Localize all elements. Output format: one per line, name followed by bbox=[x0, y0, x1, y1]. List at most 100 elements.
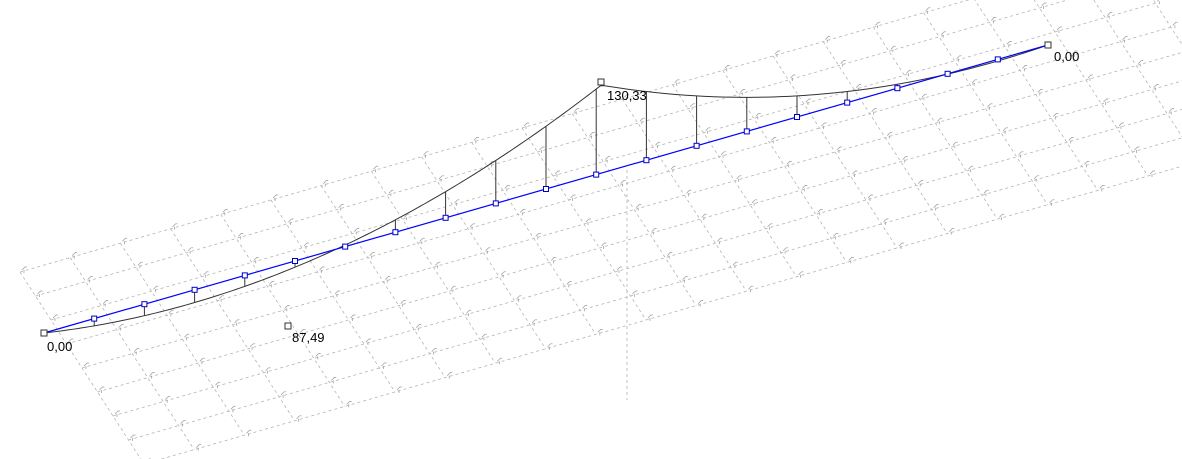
grid-point-glyph bbox=[1122, 36, 1128, 43]
extreme-marker-span1[interactable] bbox=[284, 322, 292, 330]
grid-point-glyph bbox=[203, 271, 209, 278]
grid-line-transverse bbox=[822, 41, 948, 234]
beam-node[interactable] bbox=[944, 70, 951, 77]
grid-line-transverse bbox=[622, 98, 747, 292]
beam-node[interactable] bbox=[241, 272, 248, 279]
grid-point-glyph bbox=[786, 161, 792, 168]
grid-point-glyph bbox=[300, 329, 306, 336]
beam-node[interactable] bbox=[292, 258, 298, 264]
grid-point-glyph bbox=[288, 218, 294, 225]
grid-point-glyph bbox=[404, 213, 410, 221]
grid-point-glyph bbox=[102, 300, 109, 307]
grid-line-transverse bbox=[722, 70, 848, 263]
grid-point-glyph bbox=[802, 185, 808, 192]
grid-point-glyph bbox=[365, 338, 371, 345]
beam-node[interactable] bbox=[593, 171, 600, 178]
grid-point-glyph bbox=[218, 295, 225, 302]
grid-line-transverse bbox=[1033, 0, 1149, 177]
grid-point-glyph bbox=[732, 261, 738, 269]
grid-line-transverse bbox=[772, 55, 898, 249]
grid-point-glyph bbox=[987, 103, 993, 110]
grid-point-glyph bbox=[68, 338, 74, 345]
beam-node[interactable] bbox=[342, 243, 349, 250]
grid-point-glyph bbox=[1157, 0, 1160, 5]
grid-point-glyph bbox=[83, 362, 89, 369]
grid-point-glyph bbox=[246, 429, 252, 437]
beam-node[interactable] bbox=[141, 301, 148, 308]
grid-point-glyph bbox=[180, 420, 186, 427]
beam-node[interactable] bbox=[643, 157, 650, 164]
beam-nodes bbox=[91, 56, 1001, 322]
grid-point-glyph bbox=[736, 175, 742, 182]
grid-line-transverse bbox=[120, 242, 245, 436]
support-marker-left[interactable] bbox=[40, 329, 48, 337]
grid-point-glyph bbox=[836, 146, 842, 153]
grid-point-glyph bbox=[531, 319, 538, 326]
grid-point-glyph bbox=[423, 151, 429, 158]
grid-point-glyph bbox=[222, 209, 228, 216]
grid-point-glyph bbox=[948, 228, 955, 235]
beam-node[interactable] bbox=[543, 186, 549, 192]
beam-node[interactable] bbox=[994, 56, 1001, 63]
grid-point-glyph bbox=[701, 213, 707, 221]
grid-point-glyph bbox=[774, 50, 780, 57]
value-labels: 0,00 87,49 130,33 0,00 bbox=[47, 49, 1079, 354]
grid-point-glyph bbox=[597, 329, 603, 336]
grid-point-glyph bbox=[133, 348, 140, 355]
beam-node[interactable] bbox=[844, 99, 851, 106]
grid-point-glyph bbox=[373, 165, 379, 173]
grid-line-transverse bbox=[974, 0, 1099, 191]
beam-node[interactable] bbox=[91, 315, 98, 322]
beam-node[interactable] bbox=[693, 142, 700, 149]
grid-point-glyph bbox=[52, 314, 58, 321]
grid-line-transverse bbox=[923, 12, 1048, 206]
beam-node[interactable] bbox=[442, 214, 449, 221]
grid-point-glyph bbox=[539, 146, 545, 153]
grid-point-glyph bbox=[99, 386, 105, 393]
grid-point-glyph bbox=[315, 353, 321, 360]
grid-point-glyph bbox=[334, 290, 340, 297]
grid-point-glyph bbox=[168, 309, 174, 317]
grid-point-glyph bbox=[523, 122, 529, 129]
grid-point-glyph bbox=[682, 276, 688, 283]
beam-node[interactable] bbox=[794, 114, 800, 120]
beam-node[interactable] bbox=[392, 229, 399, 236]
grid-line-transverse bbox=[19, 271, 142, 459]
grid-point-glyph bbox=[187, 247, 194, 254]
grid-point-glyph bbox=[137, 261, 143, 269]
grid-point-glyph bbox=[438, 175, 445, 182]
beam-node[interactable] bbox=[894, 85, 901, 92]
extreme-marker-mid-support[interactable] bbox=[597, 78, 605, 86]
support-marker-right[interactable] bbox=[1044, 41, 1052, 49]
grid-point-glyph bbox=[1068, 137, 1074, 144]
grid-point-glyph bbox=[71, 252, 78, 259]
beam-node[interactable] bbox=[492, 200, 499, 207]
grid-point-glyph bbox=[833, 233, 839, 240]
beam-node[interactable] bbox=[743, 128, 750, 135]
grid-point-glyph bbox=[269, 281, 275, 288]
grid-point-glyph bbox=[554, 170, 560, 177]
grid-point-glyph bbox=[1018, 151, 1024, 158]
grid-point-glyph bbox=[952, 141, 958, 149]
grid-point-glyph bbox=[655, 141, 661, 149]
grid-point-glyph bbox=[925, 7, 931, 14]
grid-point-glyph bbox=[469, 223, 476, 230]
grid-point-glyph bbox=[130, 434, 136, 441]
grid-point-glyph bbox=[1153, 84, 1159, 91]
grid-point-glyph bbox=[624, 93, 630, 101]
grid-point-glyph bbox=[153, 285, 159, 293]
grid-point-glyph bbox=[122, 237, 128, 245]
grid-point-glyph bbox=[21, 266, 27, 273]
beam-node[interactable] bbox=[191, 286, 198, 293]
grid-point-glyph bbox=[353, 228, 360, 235]
grid-point-glyph bbox=[303, 242, 309, 249]
grid-point-glyph bbox=[601, 242, 607, 249]
grid-point-glyph bbox=[249, 343, 256, 350]
grid-point-glyph bbox=[689, 103, 696, 110]
grid-point-glyph bbox=[450, 285, 456, 293]
grid-point-glyph bbox=[234, 319, 240, 326]
grid-point-glyph bbox=[535, 233, 541, 240]
grid-point-glyph bbox=[322, 180, 329, 187]
